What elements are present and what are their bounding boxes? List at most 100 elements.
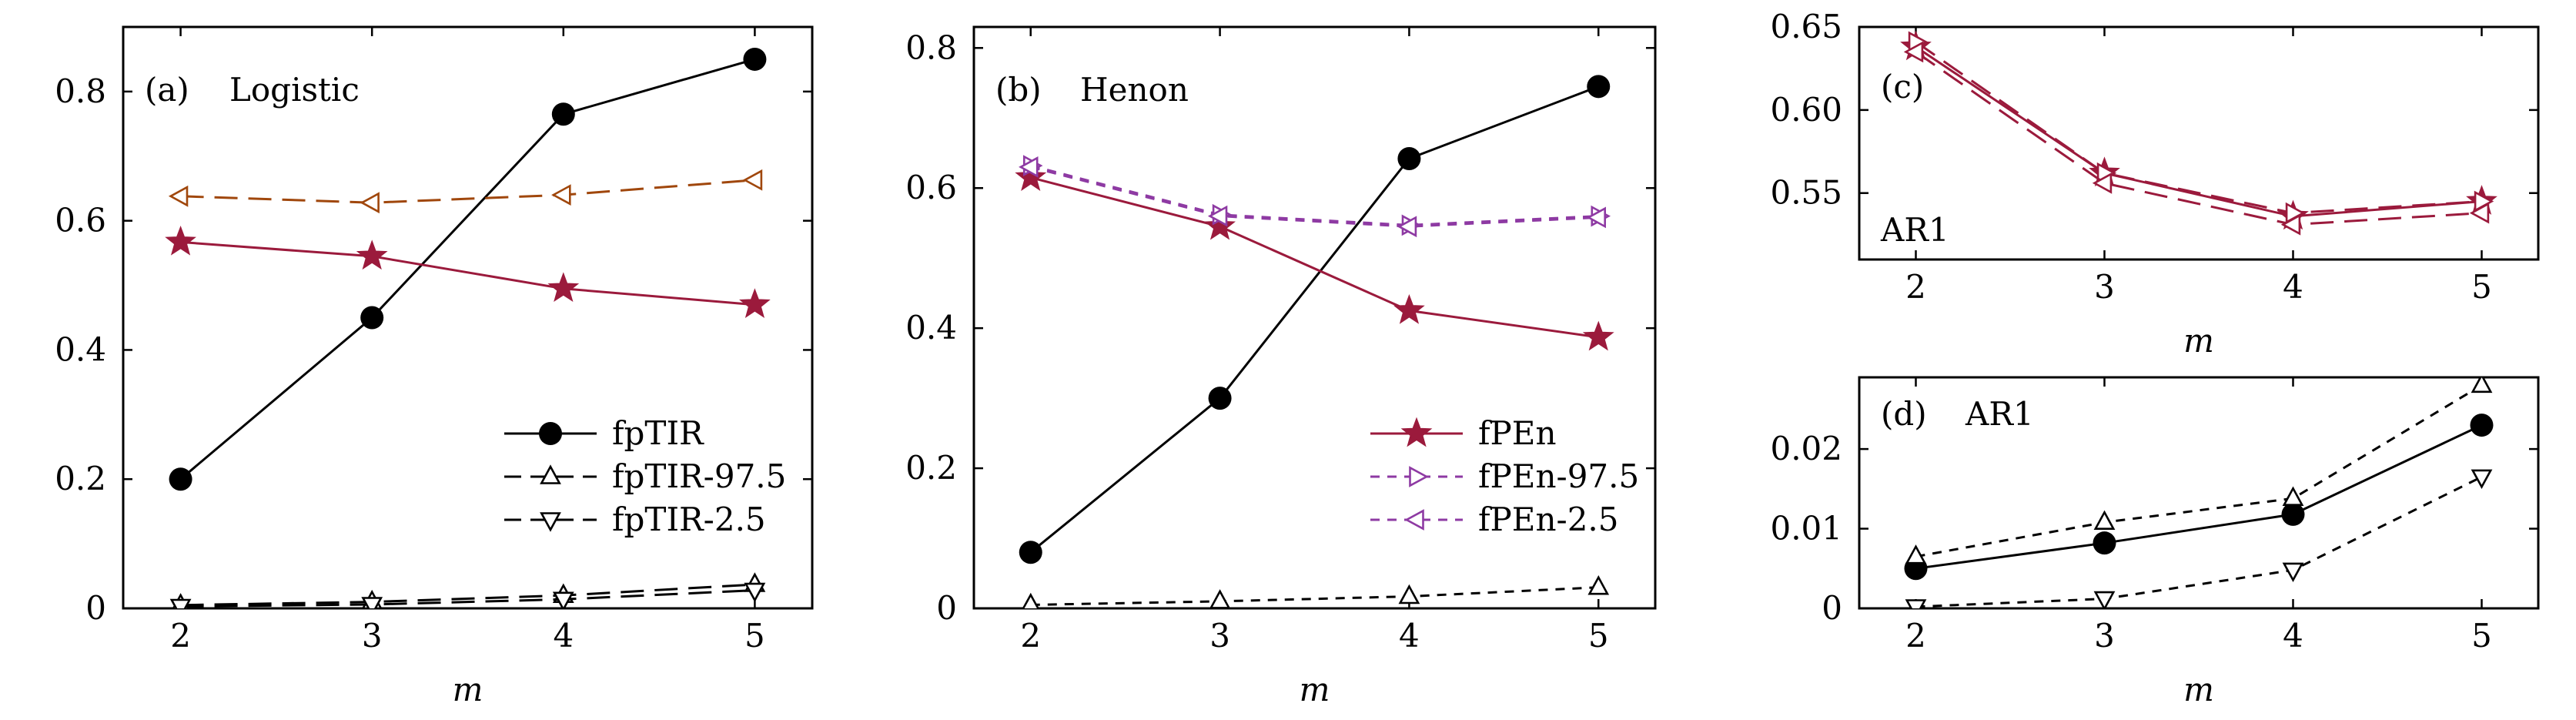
data-point xyxy=(1587,574,1610,595)
legend-label: fPEn xyxy=(1478,414,1557,452)
data-point xyxy=(2092,172,2113,194)
data-point xyxy=(1587,75,1611,99)
data-point xyxy=(547,272,580,303)
data-point xyxy=(165,225,196,256)
data-point xyxy=(361,597,383,608)
data-point xyxy=(168,185,189,207)
panel-b: 2 3 4 500.20.40.60.8m(b) HenonfPEnfPEn-97.5f… xyxy=(905,25,1657,708)
data-point xyxy=(2093,591,2116,608)
data-point xyxy=(1393,293,1425,324)
series-fpTIR-2.5 xyxy=(169,582,766,608)
panel-title: AR1 xyxy=(1965,395,2034,433)
series-series-1 xyxy=(1019,75,1611,564)
data-point xyxy=(356,239,388,270)
series-series-3 xyxy=(1905,469,2493,608)
x-tick-label: 4 xyxy=(2283,617,2303,655)
y-tick-label: 0.8 xyxy=(905,28,957,66)
data-point xyxy=(2093,510,2116,531)
data-point xyxy=(1903,41,1924,63)
data-point xyxy=(1208,387,1232,410)
y-tick-label: 0.4 xyxy=(55,330,106,368)
legend-label: fPEn-97.5 xyxy=(1478,457,1639,495)
x-tick-label: 2 xyxy=(1020,617,1041,655)
data-point xyxy=(1586,206,1606,229)
data-point xyxy=(2093,531,2116,555)
x-axis-label: m xyxy=(2183,322,2214,360)
data-point xyxy=(1015,161,1047,191)
panel-label: (b) xyxy=(995,71,1042,109)
series-line xyxy=(180,240,755,306)
x-tick-label: 5 xyxy=(1588,617,1609,655)
axes-frame xyxy=(972,25,1657,610)
x-axis-label: m xyxy=(2183,671,2214,708)
legend-label: fPEn-2.5 xyxy=(1478,501,1619,538)
series-fPEn xyxy=(1015,161,1614,351)
y-tick-label: 0.4 xyxy=(905,309,957,347)
data-point xyxy=(551,184,571,206)
data-point xyxy=(743,47,767,71)
series-series-1 xyxy=(1900,30,2497,230)
data-point xyxy=(2281,502,2305,526)
legend-marker xyxy=(540,512,561,532)
legend-marker xyxy=(1400,417,1433,447)
x-tick-label: 5 xyxy=(744,617,765,655)
data-point xyxy=(2282,562,2304,583)
legend-label: fpTIR-2.5 xyxy=(612,501,766,538)
series-series-3 xyxy=(1903,41,2490,236)
axes-frame xyxy=(1858,25,2540,261)
data-point xyxy=(360,306,384,330)
panel-title: Henon xyxy=(1080,71,1189,109)
data-point xyxy=(2469,202,2490,224)
x-tick-label: 5 xyxy=(2471,617,2492,655)
y-tick-label: 0 xyxy=(1822,589,1842,627)
legend-marker xyxy=(1404,509,1424,531)
series-line xyxy=(1030,586,1599,606)
data-point xyxy=(551,102,575,126)
data-point xyxy=(1398,584,1420,604)
series-line xyxy=(179,58,755,481)
data-point xyxy=(2280,213,2301,236)
data-point xyxy=(1209,589,1231,608)
data-point xyxy=(1207,205,1228,227)
x-tick-label: 3 xyxy=(362,617,383,655)
data-point xyxy=(1397,147,1421,171)
panel-c: 2 3 4 5 0.55 0.60 0.65 m (c) AR1 xyxy=(1770,8,2540,360)
panel-title: AR1 xyxy=(1880,211,1949,249)
series-line xyxy=(180,179,755,204)
panel-label: (a) xyxy=(145,71,189,109)
legend-label: fpTIR xyxy=(612,414,704,452)
x-tick-label: 2 xyxy=(1905,617,1926,655)
legend-marker xyxy=(539,422,562,445)
x-tick-label: 5 xyxy=(2471,268,2492,306)
y-tick-label: 0 xyxy=(85,589,106,627)
series-series-2 xyxy=(1905,377,2493,564)
y-tick-label: 0.55 xyxy=(1770,174,1842,212)
series-series-4 xyxy=(165,225,771,319)
data-point xyxy=(1204,209,1236,240)
x-axis-label: m xyxy=(1300,671,1330,708)
series-line xyxy=(180,589,755,608)
y-tick-label: 0.8 xyxy=(55,72,106,110)
series-fpTIR xyxy=(169,47,767,491)
data-point xyxy=(2282,486,2304,507)
y-tick-label: 0.6 xyxy=(55,202,106,239)
data-point xyxy=(1022,592,1039,608)
series-line xyxy=(1915,41,2482,215)
legend: fpTIR fpTIR-97.5 fpTIR-2.5 xyxy=(504,414,786,538)
y-tick-label: 0.6 xyxy=(905,169,957,206)
x-tick-label: 3 xyxy=(1209,617,1230,655)
data-point xyxy=(1019,156,1039,178)
axes-frame xyxy=(122,25,814,610)
data-point xyxy=(2471,377,2493,393)
legend: fPEn fPEn-97.5 fPEn-2.5 xyxy=(1370,414,1639,538)
legend-marker xyxy=(540,464,561,484)
y-tick-label: 0.65 xyxy=(1770,8,1842,45)
series-series-5 xyxy=(168,169,763,214)
y-tick-label: 0.60 xyxy=(1770,91,1842,129)
data-point xyxy=(360,192,380,214)
y-tick-label: 0 xyxy=(936,589,957,627)
data-point xyxy=(552,591,574,608)
series-series-1 xyxy=(1904,414,2494,581)
data-point xyxy=(742,169,763,191)
